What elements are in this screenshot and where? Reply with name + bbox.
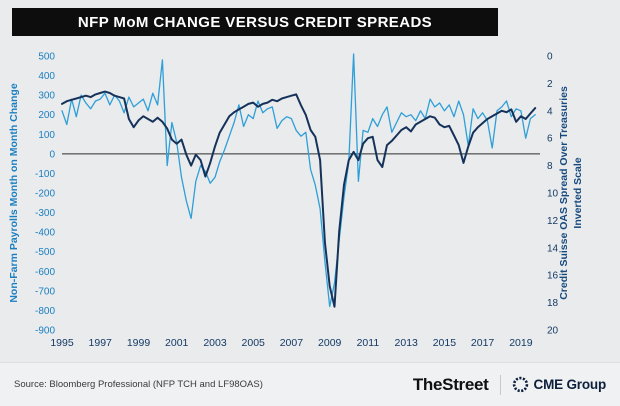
left-axis-tick-label: -200 — [35, 189, 55, 200]
source-note: Source: Bloomberg Professional (NFP TCH … — [14, 379, 263, 390]
right-axis-tick-label: 20 — [547, 326, 559, 337]
left-axis-tick-label: -900 — [35, 326, 55, 337]
left-axis-tick-label: -700 — [35, 286, 55, 297]
x-axis-tick-label: 2017 — [471, 337, 495, 349]
left-axis-tick-label: 200 — [38, 110, 55, 121]
right-axis-title-line2: Inverted Scale — [572, 157, 584, 228]
x-axis-tick-label: 2013 — [395, 337, 419, 349]
nfp-series-line — [61, 53, 536, 308]
left-axis-tick-label: 100 — [38, 130, 55, 141]
x-axis-tick-label: 2015 — [433, 337, 457, 349]
right-axis-tick-label: 6 — [547, 134, 553, 145]
left-axis-tick-label: 500 — [38, 52, 55, 63]
left-axis-tick-label: -100 — [35, 169, 55, 180]
right-axis-title-line1: Credit Suisse OAS Spread Over Treasuries — [558, 86, 570, 300]
right-axis-tick-label: 4 — [547, 106, 553, 117]
series-lines — [61, 53, 537, 308]
left-axis-tick-label: 0 — [49, 149, 55, 160]
right-axis-tick-label: 2 — [547, 79, 553, 90]
right-axis-tick-label: 16 — [547, 271, 559, 282]
x-axis-tick-label: 2011 — [357, 337, 380, 349]
right-axis-tick-label: 18 — [547, 298, 559, 309]
left-axis-tick-label: -600 — [35, 267, 55, 278]
chart-title-bar: NFP MoM CHANGE VERSUS CREDIT SPREADS — [12, 8, 498, 36]
x-axis-tick-label: 1997 — [89, 337, 113, 349]
cme-group-label: CME Group — [533, 377, 607, 392]
x-axis-tick-label: 2007 — [280, 337, 304, 349]
left-axis-tick-label: -800 — [35, 306, 55, 317]
brand-divider — [499, 374, 501, 395]
chart-canvas: 5004003002001000-100-200-300-400-500-600… — [8, 52, 584, 350]
x-axis-tick-label: 2003 — [203, 337, 227, 349]
right-axis-tick-label: 8 — [547, 161, 553, 172]
x-axis-tick-label: 2019 — [509, 337, 533, 349]
x-axis-tick-label: 1999 — [127, 337, 151, 349]
footer-bar: Source: Bloomberg Professional (NFP TCH … — [0, 362, 620, 406]
cme-group-logo: CME Group — [512, 376, 606, 393]
left-axis-tick-label: -300 — [35, 208, 55, 219]
right-axis-tick-label: 0 — [547, 52, 553, 63]
right-axis-tick-label: 14 — [547, 243, 559, 254]
x-axis-tick-label: 2005 — [242, 337, 266, 349]
right-axis-tick-label: 12 — [547, 216, 559, 227]
left-axis-tick-label: 300 — [38, 91, 55, 102]
thestreet-logo: TheStreet — [412, 374, 489, 394]
x-axis-tick-label: 2001 — [165, 337, 189, 349]
x-axis-tick-label: 2009 — [318, 337, 342, 349]
spread-series-line — [61, 90, 537, 308]
left-axis-tick-label: -500 — [35, 247, 55, 258]
left-axis-tick-label: -400 — [35, 228, 55, 239]
right-axis-tick-label: 10 — [547, 189, 559, 200]
left-axis-tick-label: 400 — [38, 71, 55, 82]
left-axis-title: Non-Farm Payrolls Month on Month Change — [8, 83, 20, 302]
brand-logos: TheStreet CME Group — [412, 374, 606, 395]
cme-group-logo-icon — [512, 376, 528, 393]
chart-title: NFP MoM CHANGE VERSUS CREDIT SPREADS — [77, 13, 433, 31]
x-axis-tick-label: 1995 — [50, 337, 74, 349]
axis-tick-labels: 5004003002001000-100-200-300-400-500-600… — [35, 52, 559, 350]
